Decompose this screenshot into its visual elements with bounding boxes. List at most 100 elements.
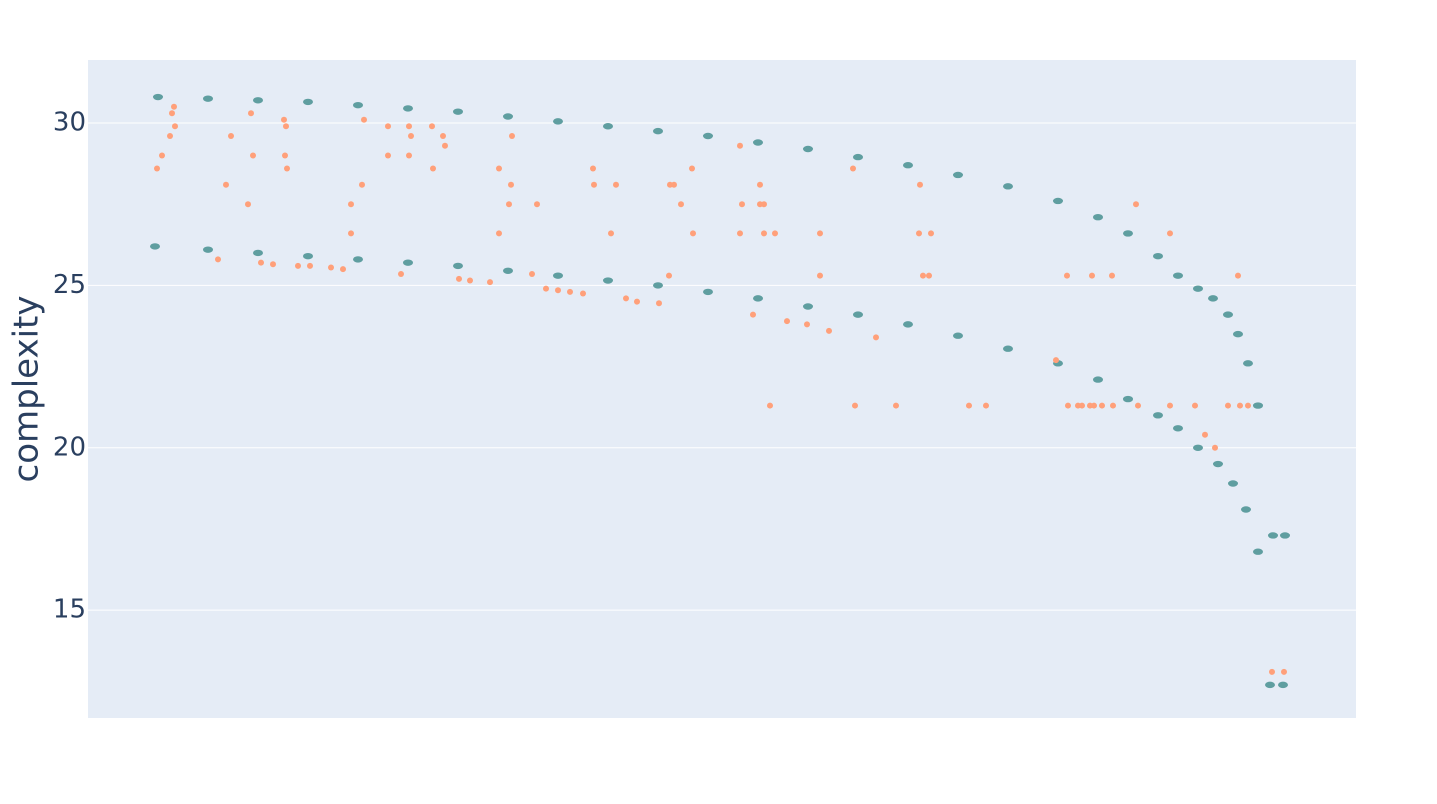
point [1228,480,1238,487]
point [917,181,923,188]
point [348,201,354,208]
point [385,123,391,130]
point [385,152,391,159]
plot-area [88,60,1356,718]
point [150,243,160,250]
point [284,165,290,172]
point [529,271,535,278]
point [893,402,899,409]
point [1123,395,1133,403]
point [1099,402,1105,409]
point [953,171,963,179]
point [826,327,832,334]
point [403,105,413,112]
point [408,132,414,139]
point [1213,460,1223,468]
point [903,162,913,169]
point [153,93,163,101]
point [737,230,743,237]
point [1235,272,1241,279]
point [1241,506,1251,513]
point [903,321,913,328]
point [1253,402,1263,409]
point [359,181,365,188]
point [430,165,436,172]
point [803,145,813,153]
point [1091,402,1097,409]
point [580,290,586,297]
point [737,142,743,149]
point [509,132,515,139]
point [603,123,613,130]
point [1243,360,1253,367]
point [282,152,288,159]
point [1167,402,1173,409]
point [1109,272,1115,279]
point [772,230,778,237]
point [1123,230,1133,237]
point [1281,668,1287,675]
point [1133,201,1139,208]
point [503,113,513,120]
point [983,402,989,409]
point [248,110,254,117]
point [953,332,963,339]
point [1265,681,1275,689]
point [1208,295,1218,302]
point [784,318,790,325]
point [613,181,619,188]
point [757,181,763,188]
point [591,181,597,188]
point [223,181,229,188]
point [1233,330,1243,338]
point [295,262,301,269]
point [303,252,313,260]
point [567,288,573,295]
point [503,267,513,274]
point [1153,252,1163,260]
point [926,272,932,279]
point [361,116,367,123]
point [442,142,448,149]
point [215,256,221,263]
point [353,256,363,263]
point [1089,272,1095,279]
point [1003,183,1013,190]
point [1110,402,1116,409]
point [920,272,926,279]
point [666,272,672,279]
point [553,118,563,125]
point [928,230,934,237]
point [656,300,662,307]
point [753,139,763,146]
point [496,230,502,237]
point [159,152,165,159]
point [467,277,473,284]
point [453,262,463,270]
y-tick-label: 25 [53,270,86,300]
point [653,127,663,135]
point [258,259,264,266]
point [750,311,756,318]
point [283,123,289,130]
point [1079,402,1085,409]
point [1268,532,1278,539]
point [852,402,858,409]
point [245,201,251,208]
point [253,249,263,257]
point [966,402,972,409]
point [850,165,856,172]
point [555,287,561,294]
point [1245,402,1251,409]
point [803,303,813,310]
point [281,116,287,123]
point [228,132,234,139]
point [1202,431,1208,438]
point [1280,532,1290,539]
point [1192,402,1198,409]
point [453,108,463,115]
point [1093,376,1103,383]
point [1167,230,1173,237]
point [456,275,462,282]
